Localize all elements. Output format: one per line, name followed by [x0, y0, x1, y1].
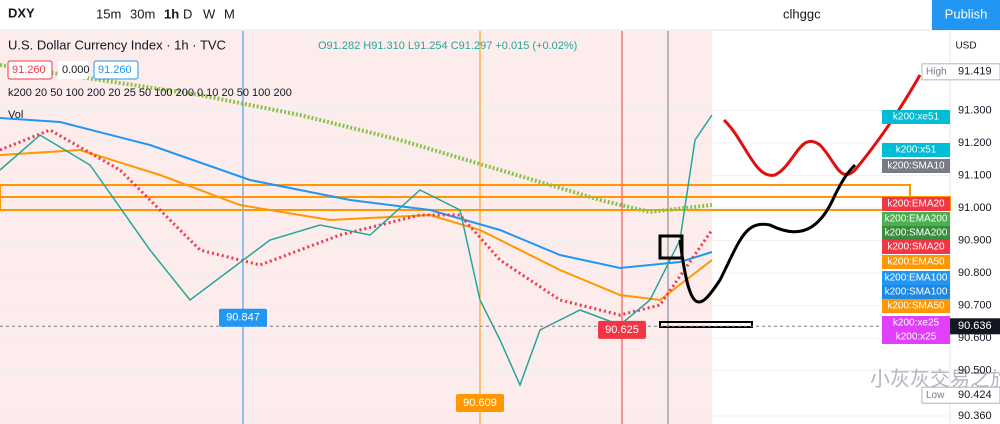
price-line	[0, 114, 713, 388]
indicator-tag-label: k200:EMA50	[887, 257, 945, 268]
input-box[interactable]	[93, 60, 139, 80]
drawing	[659, 321, 753, 328]
indicator-tag-label: k200:EMA20	[887, 199, 945, 210]
currency[interactable]: USD	[955, 41, 976, 52]
price-marker-label: 90.625	[605, 324, 639, 336]
price-tick-label: 91.000	[958, 202, 992, 214]
price-tag-value: 91.419	[958, 66, 992, 78]
watermark: 小灰灰交易之旅	[870, 367, 1000, 390]
price-marker-label: 90.609	[463, 397, 497, 409]
price-tick-label: 90.500	[958, 364, 992, 376]
user[interactable]: clhggc	[783, 6, 821, 21]
indicator-tag	[882, 316, 950, 330]
indicator-list: k200 20 50 100 200 20 25 50 100 200 0.10…	[8, 87, 292, 99]
price-tag-name: Low	[926, 390, 945, 401]
indicator-tag-label: k200:SMA20	[887, 242, 945, 253]
indicator-tag-label: k200:EMA200	[885, 214, 948, 225]
indicator-tag	[882, 299, 950, 313]
drawing	[722, 74, 922, 177]
indicator-tag	[882, 271, 950, 285]
ma-line	[0, 128, 714, 317]
indicator-tag	[882, 197, 950, 211]
indicator-tag-label: k200:SMA100	[885, 287, 948, 298]
interval[interactable]: D	[183, 6, 192, 21]
price-tag-name: High	[926, 66, 947, 77]
toolbar	[0, 0, 1000, 30]
interval[interactable]: W	[203, 6, 216, 21]
price-marker	[598, 320, 646, 339]
indicator-tag-label: k200:xe51	[893, 112, 940, 123]
indicator-tag-label: k200:x25	[896, 332, 937, 343]
price-tick-label: 90.700	[958, 299, 992, 311]
indicator-tag	[882, 226, 950, 240]
highlight-zone	[0, 31, 712, 424]
input-value: 0.000	[62, 64, 90, 76]
price-marker	[219, 308, 267, 327]
drawing	[658, 234, 684, 260]
ohlc: O91.282 H91.310 L91.254 C91.297 +0.015 (…	[318, 40, 577, 52]
indicator-tag-label: k200:x51	[896, 145, 937, 156]
indicator-tag	[882, 255, 950, 269]
input-value: 91.260	[98, 64, 132, 76]
drawing	[678, 163, 857, 304]
last-price-tag	[950, 318, 1000, 335]
symbol[interactable]: DXY	[8, 5, 35, 20]
price-tick-label: 90.800	[958, 267, 992, 279]
interval[interactable]: 15m	[96, 6, 121, 21]
input-value: 91.260	[12, 64, 46, 76]
last-price-value: 90.636	[958, 320, 992, 332]
interval[interactable]: 30m	[130, 6, 155, 21]
chart-title: U.S. Dollar Currency Index · 1h · TVC	[8, 37, 226, 52]
price-tick-label: 91.100	[958, 169, 992, 181]
input-box[interactable]	[7, 60, 53, 80]
indicator-tag	[882, 159, 950, 173]
price-tick-label: 90.360	[958, 410, 992, 422]
price-tag	[921, 386, 1000, 404]
interval[interactable]: 1h	[164, 6, 179, 21]
indicator-tag	[882, 110, 950, 124]
interval[interactable]: M	[224, 6, 235, 21]
indicator-tag-label: k200:SMA10	[887, 161, 945, 172]
indicator-tag	[882, 285, 950, 299]
indicator-tag-label: k200:SMA200	[885, 228, 948, 239]
price-tag-value: 90.424	[958, 389, 992, 401]
price-tag	[921, 63, 1000, 81]
price-tick-label: 90.900	[958, 234, 992, 246]
price-tick-label: 91.300	[958, 104, 992, 116]
input-box[interactable]	[58, 61, 88, 79]
publish-label[interactable]: Publish	[945, 6, 988, 21]
price-tick-label: 91.200	[958, 137, 992, 149]
indicator-tag-label: k200:xe25	[893, 318, 940, 329]
indicator-tag	[882, 212, 950, 226]
price-marker	[456, 394, 504, 412]
indicator-tag	[882, 240, 950, 254]
ma-line	[0, 117, 713, 270]
price-tick-label: 90.600	[958, 332, 992, 344]
publish-button[interactable]	[932, 0, 1000, 30]
indicator-tag	[882, 330, 950, 344]
price-marker-label: 90.847	[226, 312, 260, 324]
volume-label: Vol	[8, 109, 23, 121]
indicator-tag-label: k200:EMA100	[885, 273, 948, 284]
indicator-tag	[882, 143, 950, 157]
indicator-tag-label: k200:SMA50	[887, 301, 945, 312]
ma-line	[0, 148, 713, 302]
